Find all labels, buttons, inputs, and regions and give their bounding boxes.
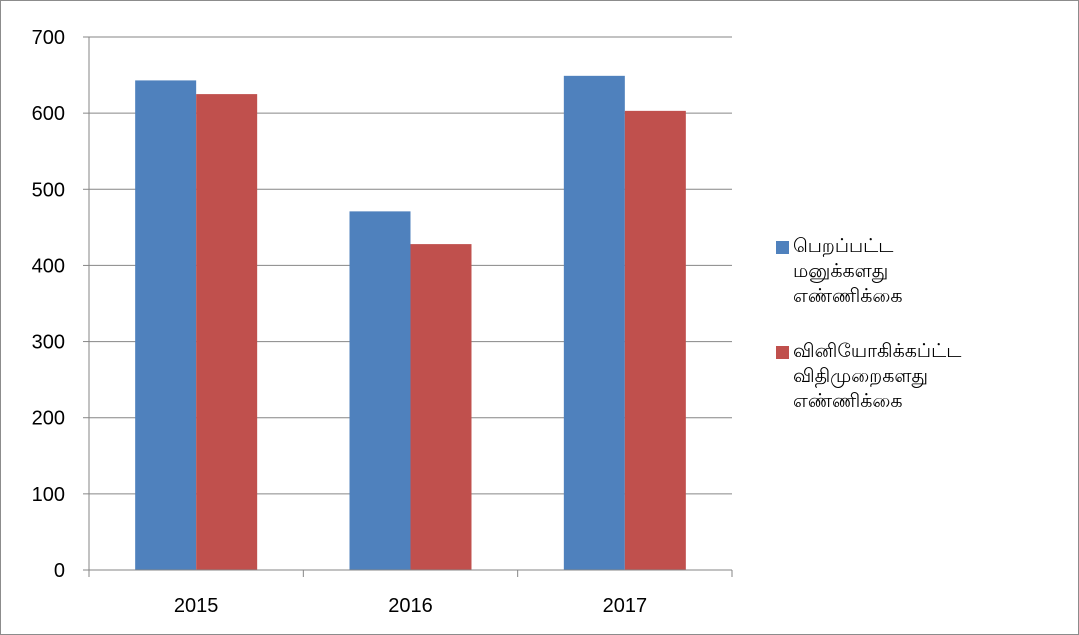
legend-item: பெறப்பட்ட மனுக்களது எண்ணிக்கை bbox=[776, 234, 1076, 309]
bar-2015-series-2 bbox=[196, 94, 258, 570]
bar-2016-series-2 bbox=[410, 244, 472, 570]
x-tick-labels: 2015 2016 2017 bbox=[174, 595, 647, 617]
x-tick-label: 2015 bbox=[174, 595, 219, 617]
legend-swatch-series-1 bbox=[776, 241, 789, 254]
y-tick-label: 600 bbox=[32, 103, 65, 125]
y-tick-labels: 0 100 200 300 400 500 600 700 bbox=[32, 27, 65, 582]
bar-2017-series-1 bbox=[563, 75, 625, 570]
bar-2015-series-1 bbox=[135, 80, 197, 570]
bars bbox=[88, 75, 733, 577]
legend-label-series-1: பெறப்பட்ட மனுக்களது எண்ணிக்கை bbox=[793, 235, 903, 307]
legend-swatch-series-2 bbox=[776, 346, 789, 359]
y-tick-label: 300 bbox=[32, 332, 65, 354]
legend: பெறப்பட்ட மனுக்களது எண்ணிக்கை வினியோகிக்… bbox=[776, 234, 1076, 444]
y-tick-label: 700 bbox=[32, 27, 65, 49]
x-tick-label: 2017 bbox=[603, 595, 648, 617]
y-tick-label: 200 bbox=[32, 408, 65, 430]
y-tick-label: 400 bbox=[32, 255, 65, 277]
legend-label-series-2: வினியோகிக்கப்ட்ட விதிமுறைகளது எண்ணிக்கை bbox=[793, 340, 962, 412]
bar-2016-series-1 bbox=[349, 211, 411, 571]
y-tick-label: 500 bbox=[32, 179, 65, 201]
bar-2017-series-2 bbox=[624, 110, 686, 570]
x-tick-label: 2016 bbox=[388, 595, 433, 617]
axes bbox=[88, 37, 732, 571]
legend-item: வினியோகிக்கப்ட்ட விதிமுறைகளது எண்ணிக்கை bbox=[776, 339, 1076, 414]
y-tick-label: 100 bbox=[32, 484, 65, 506]
y-tick-label: 0 bbox=[54, 560, 65, 582]
